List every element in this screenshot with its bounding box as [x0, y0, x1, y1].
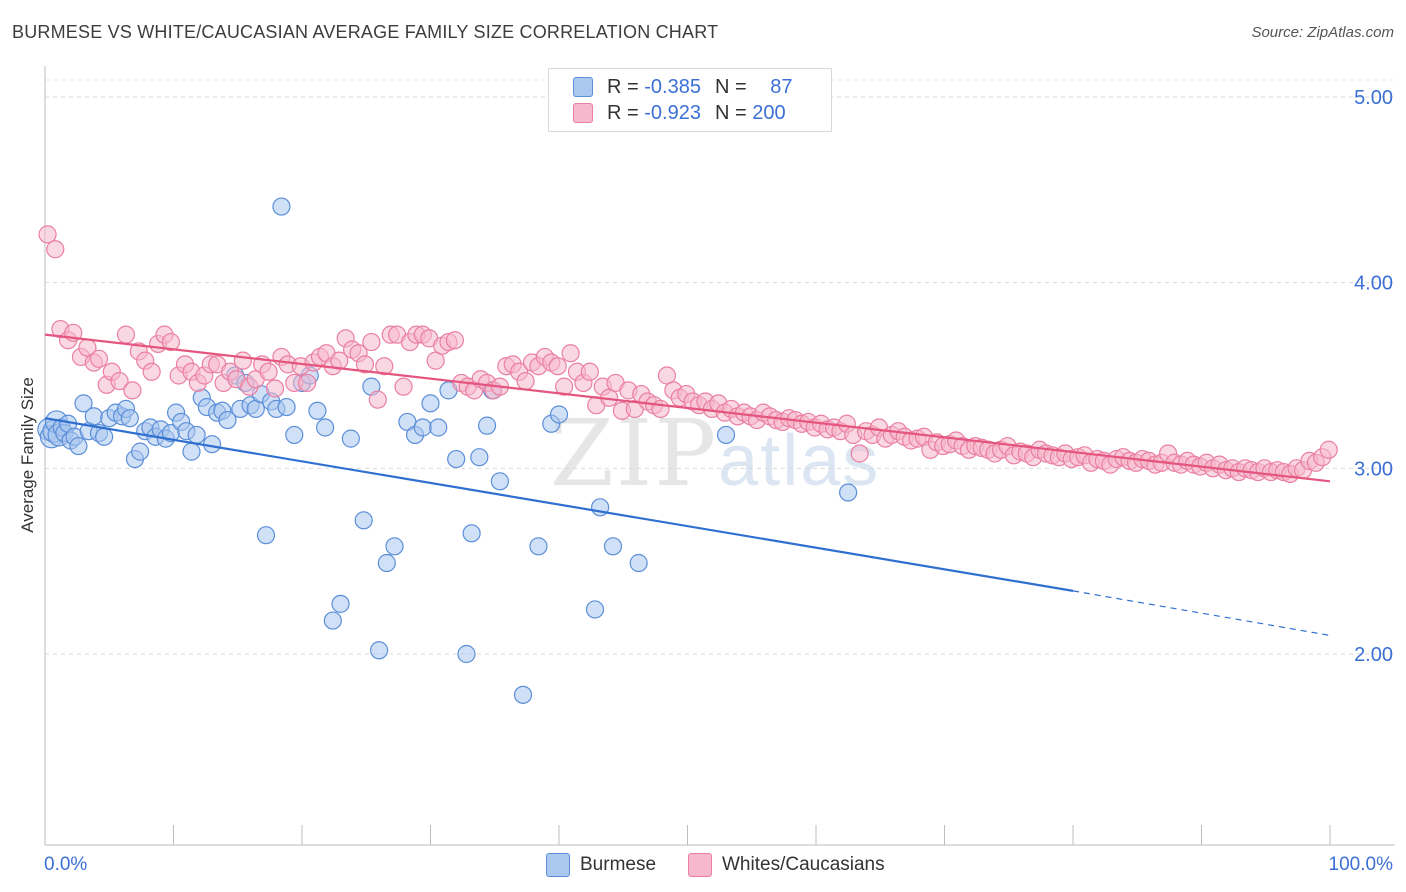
whites-point: [110, 371, 129, 391]
burmese-point: [462, 524, 481, 543]
burmese-point: [182, 442, 201, 461]
burmese-point: [370, 641, 389, 660]
burmese-point: [629, 553, 648, 573]
y-tick-label: 5.00: [1354, 87, 1393, 109]
burmese-point: [285, 425, 304, 445]
whites-point: [368, 390, 387, 409]
whites-point: [142, 362, 161, 381]
legend-row-burmese: R = -0.385 N = 87: [573, 75, 805, 99]
whites-point: [548, 357, 567, 376]
burmese-point: [341, 429, 360, 448]
legend-r-label: R =: [607, 75, 639, 98]
whites-point: [89, 349, 109, 368]
bottom-swatch-burmese: [546, 853, 570, 877]
burmese-point: [84, 407, 103, 426]
whites-point: [355, 355, 375, 374]
legend-n-value: 200: [752, 101, 786, 124]
burmese-point: [529, 537, 548, 556]
source-label: Source: ZipAtlas.com: [1251, 24, 1394, 41]
x-tick-label-min: 0.0%: [44, 854, 87, 875]
burmese-point: [377, 553, 396, 573]
whites-point: [362, 332, 381, 352]
x-tick-label-max: 100.0%: [1329, 854, 1394, 875]
burmese-point: [130, 442, 150, 461]
burmese-point: [513, 685, 533, 704]
burmese-point: [120, 409, 139, 428]
whites-point: [46, 240, 65, 259]
legend-r-value: -0.385: [644, 75, 701, 98]
whites-point: [555, 377, 574, 396]
y-tick-label: 3.00: [1354, 458, 1393, 480]
burmese-trend-line: [44, 417, 1074, 592]
bottom-legend-label: Whites/Caucasians: [722, 854, 885, 875]
burmese-point: [187, 425, 206, 445]
burmese-point: [490, 472, 509, 491]
legend-r-value: -0.923: [644, 101, 701, 124]
legend-r-label: R =: [607, 101, 639, 124]
burmese-point: [447, 449, 466, 469]
burmese-point: [323, 611, 342, 630]
burmese-point: [839, 483, 858, 502]
burmese-point: [470, 448, 489, 467]
whites-point: [850, 444, 869, 463]
burmese-point: [74, 394, 93, 413]
legend-swatch-burmese: [573, 77, 593, 97]
burmese-point: [429, 418, 448, 437]
burmese-point: [385, 537, 404, 556]
burmese-point: [69, 436, 88, 456]
burmese-point: [316, 418, 335, 437]
whites-point: [233, 351, 252, 370]
whites-point: [123, 381, 142, 400]
whites-point: [1319, 440, 1338, 459]
whites-point: [516, 371, 535, 391]
bottom-legend-burmese: Burmese: [546, 852, 656, 878]
burmese-point: [331, 594, 350, 613]
burmese-point: [477, 416, 497, 435]
y-tick-label: 4.00: [1354, 273, 1393, 295]
burmese-point: [272, 197, 291, 216]
burmese-point: [354, 511, 373, 530]
burmese-point: [457, 644, 476, 664]
bottom-swatch-whites: [688, 853, 712, 877]
whites-point: [561, 344, 580, 363]
burmese-point: [256, 526, 276, 545]
y-axis-label: Average Family Size: [18, 377, 37, 533]
whites-point: [375, 357, 394, 376]
burmese-point: [277, 397, 296, 417]
whites-point: [445, 331, 465, 350]
whites-point: [651, 399, 670, 419]
burmese-point: [421, 394, 440, 413]
legend-n-value: 87: [770, 75, 793, 98]
whites-point: [298, 373, 317, 393]
burmese-point: [218, 410, 237, 430]
y-tick-label: 2.00: [1354, 644, 1393, 666]
chart-title: BURMESE VS WHITE/CAUCASIAN AVERAGE FAMIL…: [12, 22, 719, 42]
whites-trend-line: [44, 333, 1331, 483]
whites-point: [580, 362, 599, 381]
burmese-point: [413, 418, 432, 437]
whites-point: [259, 362, 278, 381]
whites-point: [116, 325, 136, 344]
legend-n-label: N =: [715, 101, 747, 124]
burmese-point: [585, 600, 605, 619]
burmese-point: [95, 427, 114, 446]
burmese-trend-extension: [1072, 590, 1331, 637]
legend-n-label: N =: [715, 75, 747, 98]
burmese-point: [603, 537, 623, 556]
bottom-legend-label: Burmese: [580, 854, 657, 875]
bottom-legend-whites: Whites/Caucasians: [688, 852, 885, 878]
whites-point: [265, 379, 285, 398]
whites-point: [394, 377, 413, 396]
whites-point: [38, 225, 57, 244]
burmese-point: [549, 405, 569, 424]
burmese-point: [716, 425, 736, 445]
whites-point: [161, 332, 181, 352]
correlation-legend: R = -0.385 N = 87 R = -0.923 N = 200: [548, 68, 832, 132]
burmese-point: [308, 401, 327, 420]
legend-swatch-whites: [573, 103, 593, 123]
legend-row-whites: R = -0.923 N = 200: [573, 101, 805, 125]
